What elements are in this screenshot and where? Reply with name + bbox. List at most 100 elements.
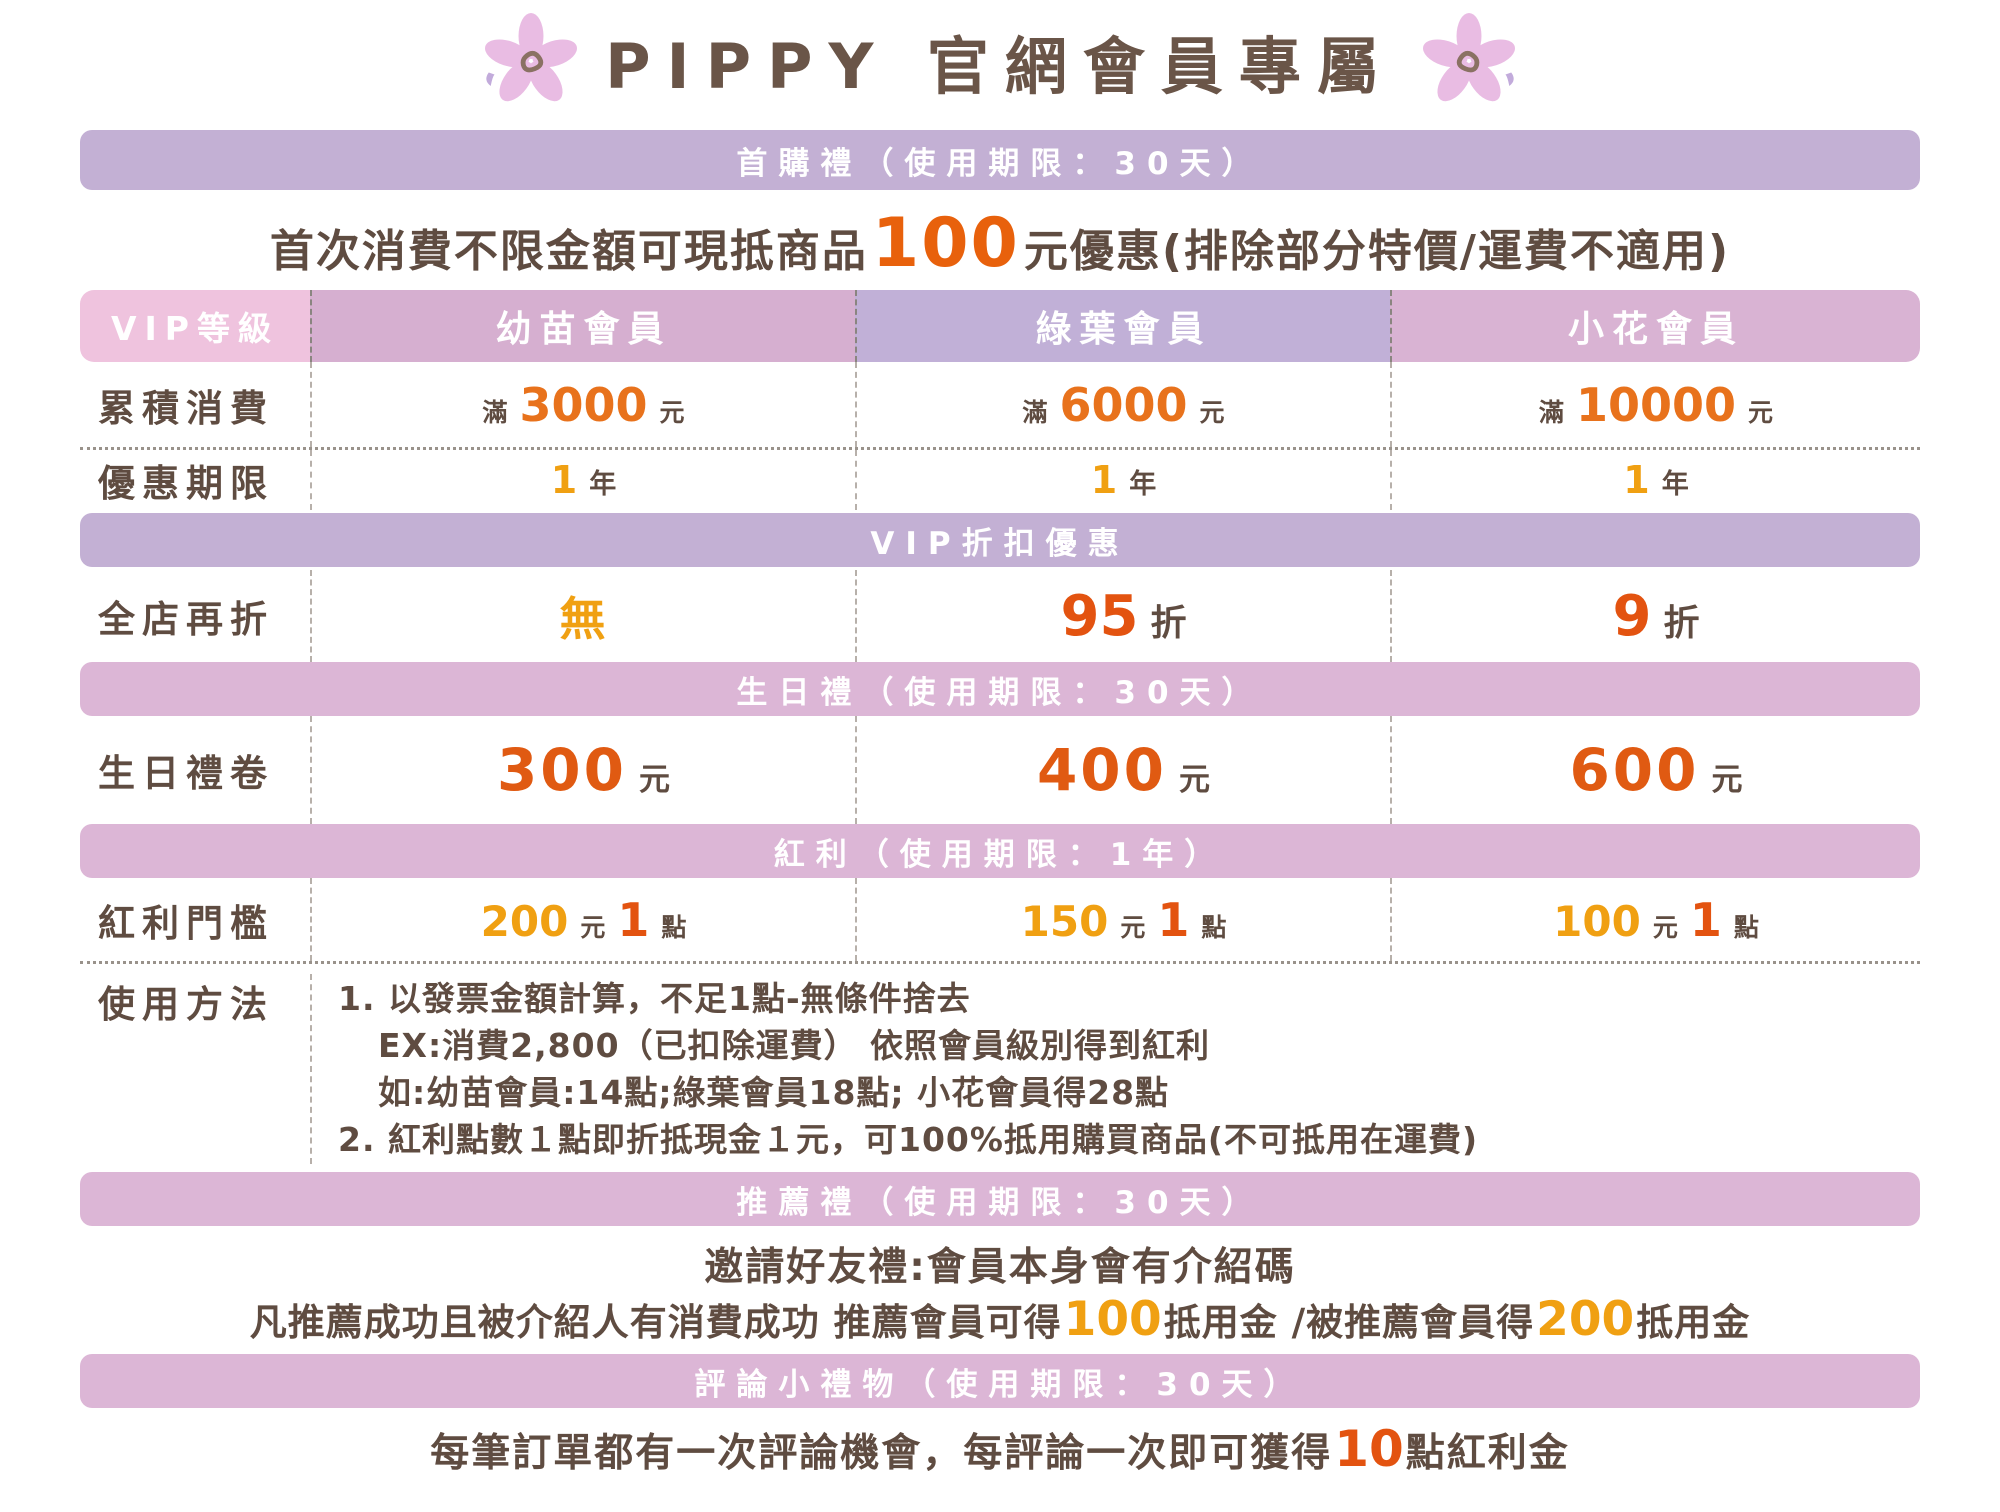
- threshold-amount: 150: [1020, 896, 1109, 946]
- points-value: 1: [1689, 892, 1722, 947]
- table-row-storewide-discount: 全店再折 無 95 折 9 折: [80, 570, 1920, 662]
- referral-reward-mid: 抵用金 /被推薦會員得: [1163, 1301, 1535, 1344]
- usage-line-4: 2. 紅利點數１點即折抵現金１元，可100%抵用購買商品(不可抵用在運費): [338, 1119, 1479, 1159]
- header-tier-flower: 小花會員: [1390, 290, 1920, 362]
- row-label-accumulated-spend: 累積消費: [98, 386, 274, 430]
- review-reward-suffix: 點紅利金: [1405, 1431, 1570, 1476]
- referral-invite-label: 邀請好友禮:會員本身會有介紹碼: [704, 1245, 1296, 1290]
- unit-point: 點: [661, 912, 687, 942]
- voucher-amount: 600: [1569, 736, 1700, 804]
- referral-reward-amount-referrer: 100: [1063, 1292, 1162, 1347]
- review-reward-text: 每筆訂單都有一次評論機會，每評論一次即可獲得 10 點紅利金: [80, 1420, 1920, 1484]
- header-tier-leaf: 綠葉會員: [855, 290, 1390, 362]
- unit-yuan: 元: [1748, 397, 1774, 427]
- discount-cell-seedling: 無: [310, 570, 855, 662]
- referral-invite-text: 邀請好友禮:會員本身會有介紹碼: [80, 1236, 1920, 1292]
- intro-prefix: 首次消費不限金額可現抵商品: [269, 226, 868, 277]
- bonus-points-banner: 紅利（使用期限：1年）: [80, 824, 1920, 878]
- unit-yuan: 元: [580, 912, 606, 942]
- header-vip-level: VIP等級: [80, 290, 310, 362]
- row-label-usage-method: 使用方法: [98, 983, 274, 1026]
- header-tier-seedling: 幼苗會員: [310, 290, 855, 362]
- voucher-amount: 300: [496, 736, 628, 804]
- unit-yuan: 元: [1652, 912, 1678, 942]
- accumulated-cell-leaf: 滿 6000 元: [855, 362, 1390, 447]
- usage-line-3: 如:幼苗會員:14點;綠葉會員18點; 小花會員得28點: [378, 1072, 1170, 1112]
- row-label-birthday-voucher: 生日禮卷: [98, 752, 274, 795]
- birthday-cell-seedling: 300 元: [310, 716, 855, 824]
- unit-year: 年: [1129, 469, 1157, 500]
- row-label-benefit-period: 優惠期限: [98, 462, 274, 505]
- referral-reward-suffix: 抵用金: [1636, 1301, 1751, 1344]
- unit-yuan: 元: [1199, 397, 1225, 427]
- referral-reward-prefix: 凡推薦成功且被介紹人有消費成功 推薦會員可得: [249, 1301, 1062, 1344]
- table-row-benefit-period: 優惠期限 1 年 1 年 1 年: [80, 450, 1920, 510]
- unit-zhe: 折: [1663, 602, 1700, 644]
- usage-method-text: 1. 以發票金額計算，不足1點-無條件捨去 EX:消費2,800（已扣除運費） …: [310, 974, 1920, 1164]
- usage-line-1: 1. 以發票金額計算，不足1點-無條件捨去: [338, 979, 971, 1018]
- birthday-cell-flower: 600 元: [1390, 716, 1920, 824]
- page-title: PIPPY 官網會員專屬: [605, 30, 1395, 103]
- review-gift-banner: 評論小禮物（使用期限：30天）: [80, 1354, 1920, 1408]
- unit-yuan: 元: [639, 762, 671, 798]
- amount: 10000: [1575, 377, 1737, 432]
- period-value: 1: [1623, 458, 1650, 502]
- intro-amount: 100: [871, 204, 1020, 283]
- unit-point: 點: [1733, 912, 1759, 942]
- referral-reward-amount-referee: 200: [1536, 1292, 1635, 1347]
- accumulated-cell-flower: 滿 10000 元: [1390, 362, 1920, 447]
- table-row-usage-method: 使用方法 1. 以發票金額計算，不足1點-無條件捨去 EX:消費2,800（已扣…: [80, 964, 1920, 1164]
- bonus-cell-flower: 100 元 1 點: [1390, 878, 1920, 961]
- bonus-cell-leaf: 150 元 1 點: [855, 878, 1390, 961]
- threshold-amount: 200: [480, 896, 569, 946]
- unit-yuan: 元: [1120, 912, 1146, 942]
- discount-value: 9: [1612, 583, 1652, 649]
- points-value: 1: [617, 892, 650, 947]
- first-purchase-description: 首次消費不限金額可現抵商品 100 元優惠(排除部分特價/運費不適用): [80, 204, 1920, 283]
- period-cell-seedling: 1 年: [310, 450, 855, 510]
- referral-gift-banner: 推薦禮（使用期限：30天）: [80, 1172, 1920, 1226]
- period-cell-leaf: 1 年: [855, 450, 1390, 510]
- period-value: 1: [550, 458, 578, 502]
- points-value: 1: [1157, 892, 1190, 947]
- unit-point: 點: [1201, 912, 1227, 942]
- amount: 6000: [1059, 377, 1188, 432]
- intro-suffix: 元優惠(排除部分特價/運費不適用): [1023, 226, 1731, 277]
- row-label-bonus-threshold: 紅利門檻: [98, 901, 274, 945]
- discount-value: 95: [1060, 583, 1139, 649]
- amount: 3000: [519, 377, 648, 432]
- bonus-cell-seedling: 200 元 1 點: [310, 878, 855, 961]
- unit-yuan: 元: [1179, 762, 1211, 798]
- first-purchase-banner: 首購禮（使用期限：30天）: [80, 130, 1920, 190]
- review-reward-amount: 10: [1334, 1420, 1404, 1478]
- unit-yuan: 元: [659, 397, 685, 427]
- birthday-cell-leaf: 400 元: [855, 716, 1390, 824]
- prefix-man: 滿: [482, 397, 508, 427]
- referral-reward-text: 凡推薦成功且被介紹人有消費成功 推薦會員可得 100 抵用金 /被推薦會員得 2…: [80, 1292, 1920, 1350]
- flower-icon: [1422, 13, 1515, 102]
- prefix-man: 滿: [1022, 397, 1048, 427]
- usage-line-2: EX:消費2,800（已扣除運費） 依照會員級別得到紅利: [378, 1025, 1211, 1065]
- prefix-man: 滿: [1538, 397, 1564, 427]
- discount-cell-flower: 9 折: [1390, 570, 1920, 662]
- table-row-birthday-voucher: 生日禮卷 300 元 400 元 600 元: [80, 716, 1920, 824]
- unit-year: 年: [589, 469, 617, 500]
- membership-benefits-poster: PIPPY 官網會員專屬 首購禮（使用期限：30天） 首次消費不限金額可現抵商品…: [0, 13, 2000, 1512]
- voucher-amount: 400: [1036, 736, 1168, 804]
- vip-tier-header: VIP等級 幼苗會員 綠葉會員 小花會員: [80, 290, 1920, 362]
- title-row: PIPPY 官網會員專屬: [80, 13, 1920, 103]
- period-cell-flower: 1 年: [1390, 450, 1920, 510]
- flower-icon: [485, 13, 578, 102]
- unit-year: 年: [1661, 469, 1689, 500]
- vip-discount-banner: VIP折扣優惠: [80, 513, 1920, 567]
- period-value: 1: [1090, 458, 1118, 502]
- row-label-storewide-discount: 全店再折: [98, 598, 274, 641]
- discount-none: 無: [559, 592, 608, 646]
- table-row-bonus-threshold: 紅利門檻 200 元 1 點 150 元 1 點 100 元 1 點: [80, 878, 1920, 964]
- threshold-amount: 100: [1553, 896, 1641, 946]
- discount-cell-leaf: 95 折: [855, 570, 1390, 662]
- unit-yuan: 元: [1711, 762, 1743, 798]
- table-row-accumulated-spend: 累積消費 滿 3000 元 滿 6000 元 滿 10000 元: [80, 362, 1920, 450]
- accumulated-cell-seedling: 滿 3000 元: [310, 362, 855, 447]
- unit-zhe: 折: [1150, 602, 1187, 644]
